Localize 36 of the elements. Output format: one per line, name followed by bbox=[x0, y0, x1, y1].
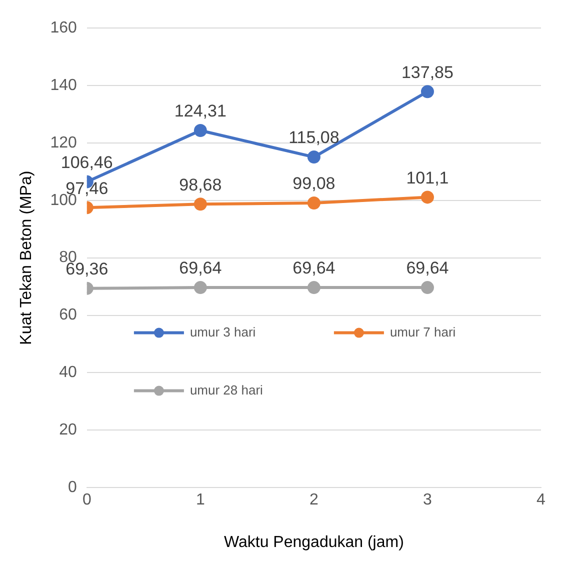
legend-label: umur 3 hari bbox=[190, 324, 256, 340]
point bbox=[420, 85, 434, 98]
y-tick-label: 60 bbox=[59, 306, 77, 324]
point bbox=[420, 281, 434, 294]
y-tick-label: 0 bbox=[68, 479, 77, 496]
point bbox=[194, 281, 207, 294]
data-label: 98,68 bbox=[179, 175, 222, 194]
x-tick-label: 2 bbox=[309, 492, 318, 509]
point bbox=[194, 198, 207, 211]
x-tick-label: 3 bbox=[423, 492, 432, 509]
x-tick-label: 1 bbox=[196, 492, 205, 509]
legend-label: umur 7 hari bbox=[390, 324, 456, 340]
point bbox=[307, 196, 320, 210]
x-axis-title: Waktu Pengadukan (jam) bbox=[224, 534, 404, 551]
x-tick-label: 4 bbox=[536, 492, 546, 509]
y-tick-label: 140 bbox=[50, 76, 77, 94]
y-tick-label: 40 bbox=[59, 364, 77, 382]
y-axis-title: Kuat Tekan Beton (MPa) bbox=[18, 170, 36, 345]
legend-label: umur 28 hari bbox=[190, 382, 264, 398]
y-tick-label: 20 bbox=[59, 422, 77, 439]
data-label: 69,64 bbox=[179, 258, 222, 278]
data-label: 124,31 bbox=[174, 102, 226, 121]
point bbox=[307, 150, 320, 164]
data-label: 69,64 bbox=[406, 258, 449, 278]
data-label: 101,1 bbox=[406, 168, 449, 188]
point bbox=[307, 281, 320, 294]
data-label: 99,08 bbox=[292, 174, 336, 194]
point bbox=[194, 124, 207, 138]
y-tick-label: 120 bbox=[50, 134, 77, 152]
data-label: 115,08 bbox=[288, 128, 340, 148]
data-label: 137,85 bbox=[401, 62, 454, 82]
y-tick-label: 160 bbox=[50, 19, 77, 36]
data-label: 106,46 bbox=[60, 152, 113, 172]
x-tick-label: 0 bbox=[82, 492, 92, 509]
data-label: 69,64 bbox=[292, 258, 336, 278]
point bbox=[420, 190, 434, 204]
